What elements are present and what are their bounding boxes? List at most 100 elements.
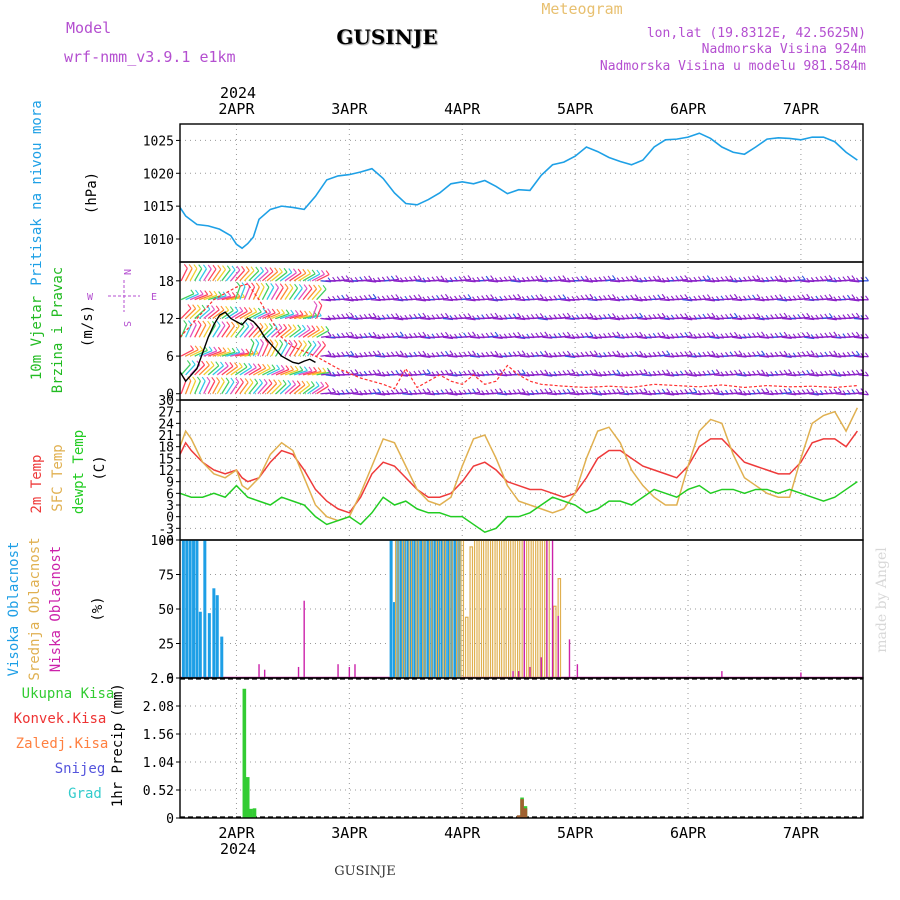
wind-barb (194, 380, 201, 394)
wind-barb-flag (195, 289, 199, 295)
wind-barb-flag (535, 313, 540, 319)
wind-barb-flag (517, 369, 522, 375)
wind-barb-flag (711, 369, 716, 375)
wind-barb-flag (508, 275, 513, 281)
wind-barb-flag (315, 381, 320, 387)
cloud-mid-bar (505, 539, 510, 679)
wind-barb (727, 297, 738, 301)
wind-barb-flag (679, 275, 684, 281)
wind-barb (293, 328, 306, 338)
wind-barb (393, 335, 404, 338)
wind-barb-flag (222, 347, 227, 352)
wind-barb (271, 312, 285, 320)
wind-barb (243, 286, 251, 300)
wind-barb (321, 335, 332, 338)
wind-barb (316, 329, 330, 338)
wind-barb-flag (828, 370, 833, 375)
wind-barb-flag (761, 350, 765, 356)
wind-barb (243, 270, 255, 282)
wind-barb (180, 349, 194, 357)
wind-barb (225, 366, 238, 376)
wind-barb-flag (313, 284, 318, 290)
wind-barb (415, 335, 426, 338)
wind-barb-flag (661, 293, 666, 299)
cloud-high-bar (447, 540, 451, 678)
wind-barb (411, 278, 422, 282)
wind-barb-flag (224, 361, 229, 367)
wind-barb-flag (316, 325, 320, 331)
wind-barb-flag (616, 369, 621, 375)
temperature-ytick-label-9: 21 (158, 429, 174, 444)
wind-barb-flag (865, 333, 869, 339)
wind-barb-flag (585, 294, 589, 300)
panels: 1010101510201025061218-6-303691215182124… (143, 100, 869, 842)
wind-barb (849, 316, 860, 320)
wind-barb (266, 327, 278, 338)
wind-barb (488, 335, 499, 338)
wind-barb (203, 350, 217, 357)
wind-barb-flag (327, 369, 332, 375)
wind-barb-flag (235, 377, 240, 383)
wind-barb (230, 296, 245, 301)
top-day-label-3: 5APR (557, 100, 594, 118)
wind-barb (393, 354, 404, 357)
wind-barb-flag (255, 266, 260, 272)
wind-barb (307, 385, 320, 395)
precip-ytick-label-5: 2.6 (151, 672, 174, 687)
coords-text: lon,lat (19.8312E, 42.5625N) (647, 26, 866, 41)
pressure-ylabel: Pritisak na nivou mora (29, 100, 45, 285)
wind-barb-flag (206, 304, 211, 310)
wind-barb (564, 372, 575, 376)
wind-barb-flag (828, 351, 833, 356)
wind-barb-flag (779, 332, 784, 337)
wind-barb (777, 316, 788, 320)
cloud-mid-bar (487, 539, 492, 679)
wind-barb-flag (706, 294, 711, 299)
wind-barb (280, 369, 294, 376)
wind-barb-flag (476, 388, 481, 393)
wind-barb-flag (702, 294, 707, 300)
wind-barb-flag (207, 264, 212, 270)
wind-barb (252, 270, 264, 282)
wind-barb (284, 384, 296, 395)
wind-barb (542, 391, 553, 395)
wind-barb-flag (297, 268, 302, 274)
wind-barb (289, 369, 303, 376)
wind-barb-flag (715, 369, 720, 374)
wind-barb-flag (517, 350, 522, 356)
wind-barb (271, 327, 283, 338)
wind-barb (311, 371, 326, 376)
wind-barb (560, 335, 571, 338)
temperature-ytick-label-11: 27 (158, 406, 174, 421)
wind-barb-flag (612, 351, 617, 356)
wind-barb (343, 335, 354, 338)
wind-barb (257, 326, 269, 338)
wind-barb-flag (783, 350, 788, 356)
wind-barb (822, 278, 833, 282)
wind-barb (754, 335, 765, 338)
wind-barb (230, 325, 240, 338)
model-label: Model (66, 19, 111, 37)
wind-barb-flag (517, 388, 522, 394)
wind-barb-flag (196, 376, 201, 382)
wind-barb-flag (851, 313, 856, 318)
wind-barb (582, 297, 594, 301)
wind-barb-flag (779, 294, 784, 299)
wind-barb (275, 368, 290, 376)
wind-barb (243, 382, 254, 395)
wind-barb-flag (417, 313, 422, 318)
wind-barb-flag (372, 369, 377, 375)
wind-barb-flag (183, 263, 188, 269)
cloud-high-bar (389, 540, 393, 678)
wind-barb (253, 367, 266, 376)
wind-barb-flag (222, 265, 226, 270)
wind-barb-flag (218, 291, 223, 296)
wind-barb-flag (657, 275, 662, 281)
wind-barb (266, 271, 279, 282)
wind-barb-flag (267, 308, 272, 313)
wind-barb (230, 381, 240, 395)
wind-barb-flag (350, 331, 355, 337)
wind-barb-flag (585, 275, 589, 281)
wind-barb-flag (833, 369, 838, 375)
